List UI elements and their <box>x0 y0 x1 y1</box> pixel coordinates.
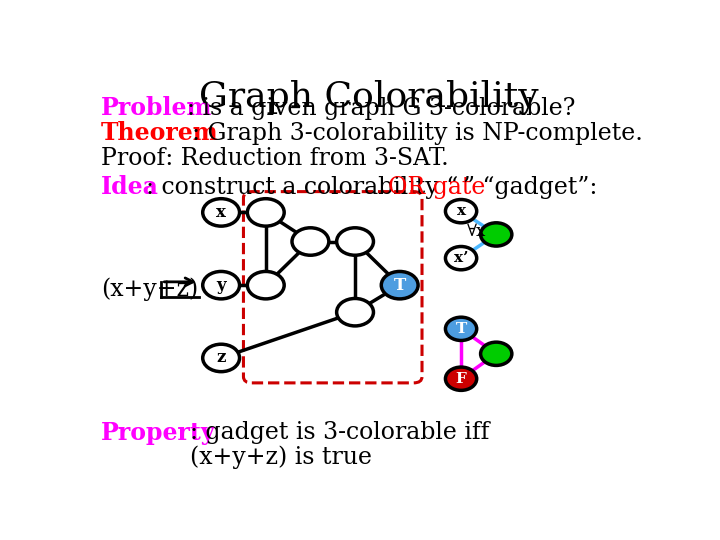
Text: : construct a colorability “: : construct a colorability “ <box>146 176 458 199</box>
Text: y: y <box>216 276 226 294</box>
Text: : is a given graph G 3-colorable?: : is a given graph G 3-colorable? <box>187 97 576 120</box>
Text: Problem: Problem <box>101 97 212 120</box>
Text: x: x <box>216 204 226 221</box>
Circle shape <box>446 317 477 341</box>
Circle shape <box>292 228 329 255</box>
Text: : Graph 3-colorability is NP-complete.: : Graph 3-colorability is NP-complete. <box>192 122 643 145</box>
Circle shape <box>481 223 512 246</box>
Text: (x+y+z): (x+y+z) <box>101 278 199 301</box>
Circle shape <box>446 367 477 390</box>
Text: Proof: Reduction from 3-SAT.: Proof: Reduction from 3-SAT. <box>101 147 449 170</box>
Circle shape <box>337 228 374 255</box>
Circle shape <box>203 344 240 372</box>
Circle shape <box>337 299 374 326</box>
Circle shape <box>446 246 477 270</box>
Circle shape <box>382 272 418 299</box>
Text: Idea: Idea <box>101 176 159 199</box>
Circle shape <box>481 342 512 366</box>
Text: x’: x’ <box>454 251 468 265</box>
Circle shape <box>203 199 240 226</box>
Text: : gadget is 3-colorable iff: : gadget is 3-colorable iff <box>190 421 490 444</box>
Text: Theorem: Theorem <box>101 122 219 145</box>
Circle shape <box>446 199 477 223</box>
Text: T: T <box>394 276 406 294</box>
Text: Graph Colorability: Graph Colorability <box>199 79 539 114</box>
Text: z: z <box>217 349 226 367</box>
Text: T: T <box>456 322 467 336</box>
Text: ” “gadget”:: ” “gadget”: <box>464 176 598 199</box>
Circle shape <box>248 199 284 226</box>
Text: ∀x: ∀x <box>467 224 486 240</box>
Circle shape <box>248 272 284 299</box>
Text: (x+y+z) is true: (x+y+z) is true <box>190 446 372 469</box>
Text: x: x <box>456 204 466 218</box>
Circle shape <box>203 272 240 299</box>
Text: Property: Property <box>101 421 216 445</box>
Text: OR gate: OR gate <box>388 176 485 199</box>
Text: F: F <box>456 372 467 386</box>
